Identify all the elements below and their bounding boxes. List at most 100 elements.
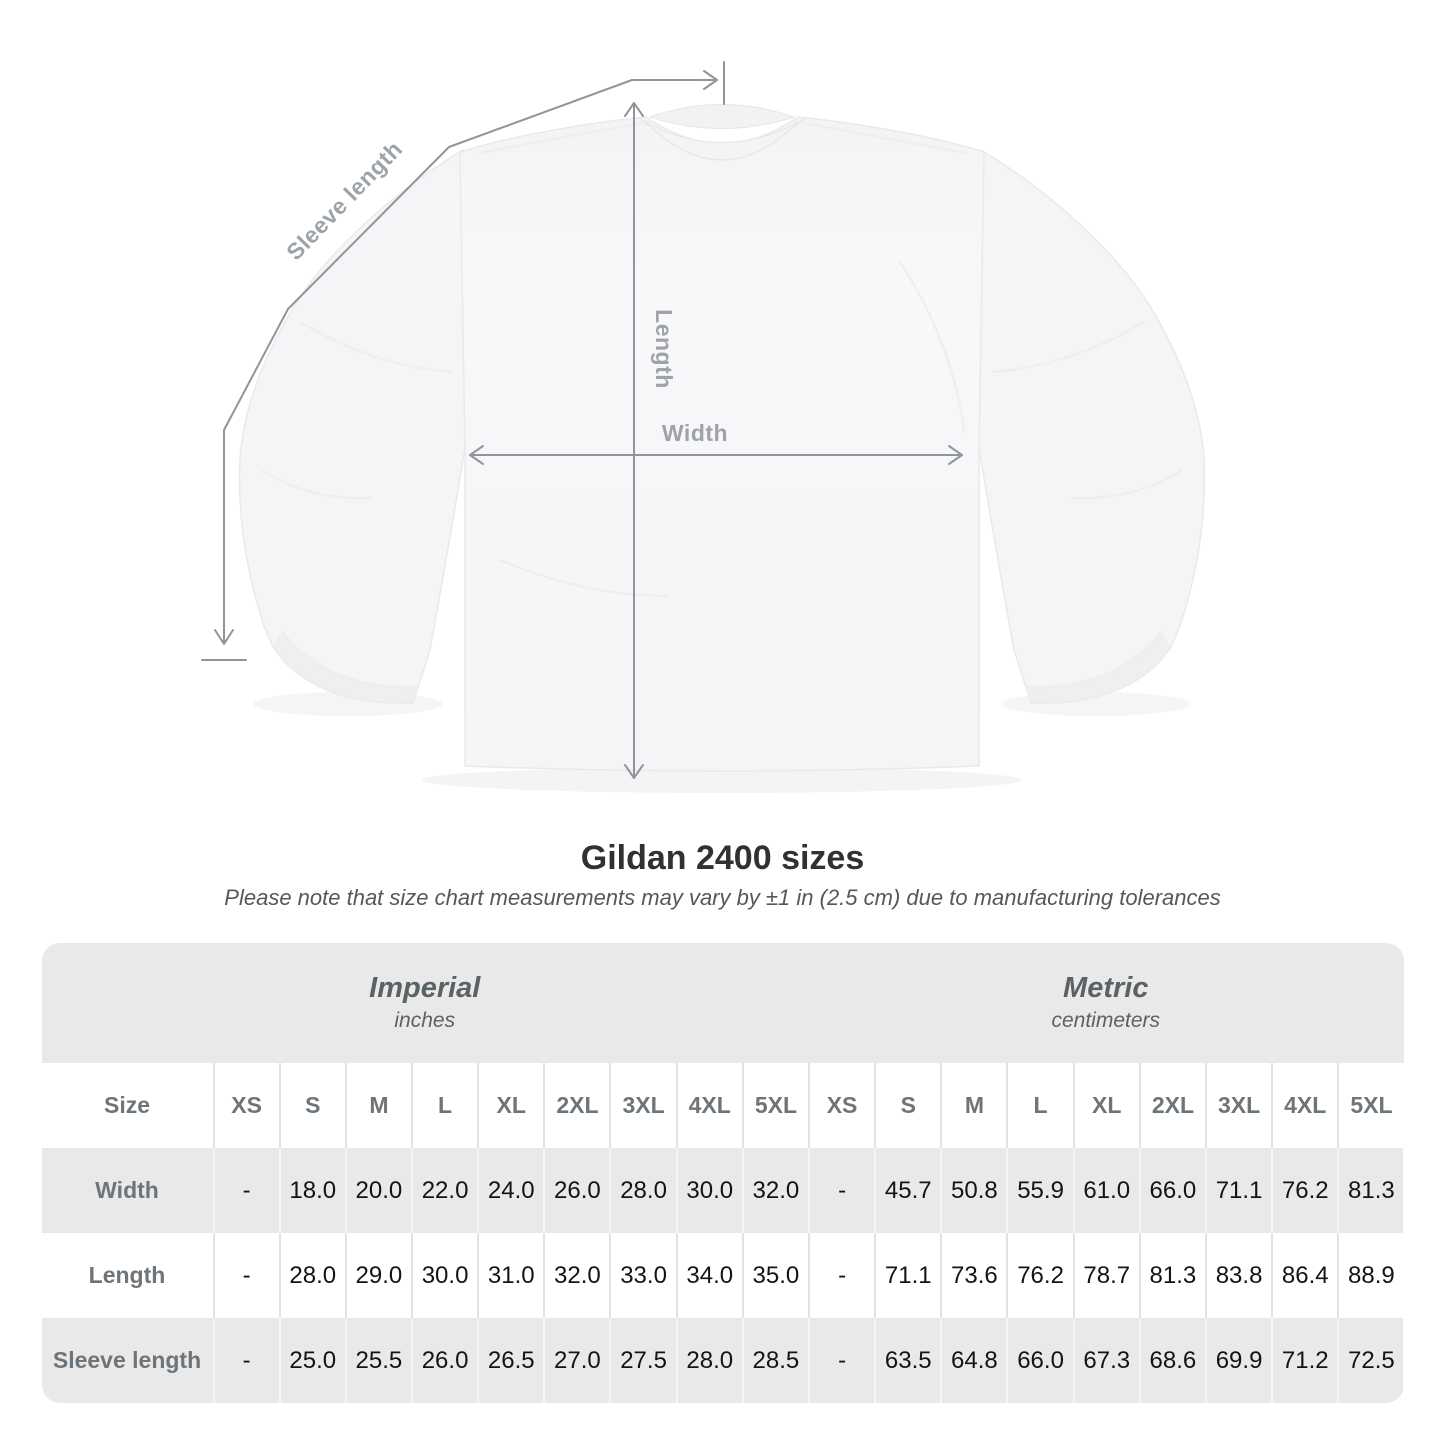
imperial-unit: inches xyxy=(394,1009,456,1032)
size-header-imperial-2XL: 2XL xyxy=(543,1063,610,1148)
width-arrow-left xyxy=(469,445,484,465)
value-cell-metric: 68.6 xyxy=(1138,1318,1205,1403)
value-cell-imperial: 28.5 xyxy=(741,1318,808,1403)
value-cell-metric: 81.3 xyxy=(1337,1148,1404,1233)
metric-unit: centimeters xyxy=(1051,1009,1161,1032)
size-header-metric-L: L xyxy=(1006,1063,1073,1148)
row-label: Width xyxy=(41,1148,213,1233)
value-cell-imperial: - xyxy=(212,1318,279,1403)
value-cell-metric: 66.0 xyxy=(1138,1148,1205,1233)
width-label: Width xyxy=(662,420,728,446)
value-cell-metric: 45.7 xyxy=(874,1148,941,1233)
value-cell-imperial: 32.0 xyxy=(543,1233,610,1318)
size-header-metric-3XL: 3XL xyxy=(1204,1063,1272,1148)
size-header-metric-5XL: 5XL xyxy=(1337,1063,1404,1148)
size-header-imperial-S: S xyxy=(278,1063,345,1148)
shirt-fold-lines xyxy=(261,119,1183,689)
size-header-imperial-L: L xyxy=(410,1063,478,1148)
sleeve-arrow-down xyxy=(214,629,234,645)
imperial-label: Imperial xyxy=(369,972,481,1004)
value-cell-metric: 63.5 xyxy=(874,1318,941,1403)
value-cell-imperial: 28.0 xyxy=(675,1318,742,1403)
value-cell-imperial: 25.0 xyxy=(278,1318,345,1403)
size-header-imperial-5XL: 5XL xyxy=(741,1063,808,1148)
value-cell-metric: 72.5 xyxy=(1337,1318,1404,1403)
value-cell-metric: 50.8 xyxy=(940,1148,1007,1233)
size-header-imperial-XL: XL xyxy=(477,1063,544,1148)
size-header-imperial-4XL: 4XL xyxy=(675,1063,742,1148)
shirt-left-sleeve xyxy=(238,149,475,704)
value-cell-imperial: 27.5 xyxy=(609,1318,676,1403)
size-header-metric-4XL: 4XL xyxy=(1271,1063,1338,1148)
value-cell-imperial: 27.0 xyxy=(543,1318,610,1403)
size-column-header: Size xyxy=(41,1063,213,1148)
metric-group-header: Metric centimeters xyxy=(808,943,1404,1063)
shirt-right-sleeve xyxy=(969,149,1206,704)
measurement-lines xyxy=(201,61,963,779)
size-table: Imperial inches Metric centimeters Size X… xyxy=(41,943,1404,1403)
tolerance-note: Please note that size chart measurements… xyxy=(224,885,1221,910)
shirt-body xyxy=(459,116,985,772)
length-arrow-up xyxy=(624,102,644,117)
width-arrow-right xyxy=(948,445,963,465)
value-cell-imperial: - xyxy=(212,1148,279,1233)
value-cell-metric: 83.8 xyxy=(1204,1233,1272,1318)
size-header-imperial-XS: XS xyxy=(212,1063,279,1148)
value-cell-metric: 88.9 xyxy=(1337,1233,1404,1318)
page-title: Gildan 2400 sizes xyxy=(580,839,865,877)
value-cell-metric: 64.8 xyxy=(940,1318,1007,1403)
size-grid: Size XS S M L XL 2XL 3XL 4XL 5XL XS S M L XL 2XL 3XL 4XL 5… xyxy=(41,1063,1404,1403)
value-cell-imperial: 33.0 xyxy=(609,1233,676,1318)
value-cell-metric: 71.1 xyxy=(1204,1148,1272,1233)
row-label: Sleeve length xyxy=(41,1318,213,1403)
value-cell-metric: - xyxy=(807,1233,875,1318)
metric-label: Metric xyxy=(1063,972,1149,1004)
value-cell-metric: 76.2 xyxy=(1271,1148,1338,1233)
length-label: Length xyxy=(651,309,677,389)
shirt-measurement-diagram: Sleeve length Length Width xyxy=(201,61,1206,793)
size-header-metric-S: S xyxy=(874,1063,941,1148)
value-cell-metric: 81.3 xyxy=(1138,1233,1205,1318)
value-cell-imperial: 29.0 xyxy=(344,1233,411,1318)
value-cell-metric: 78.7 xyxy=(1072,1233,1139,1318)
sleeve-arrow-right xyxy=(703,70,718,90)
long-sleeve-shirt-illustration xyxy=(238,104,1206,772)
value-cell-imperial: 28.0 xyxy=(278,1233,345,1318)
value-cell-metric: 67.3 xyxy=(1072,1318,1139,1403)
value-cell-metric: 66.0 xyxy=(1006,1318,1073,1403)
value-cell-imperial: 25.5 xyxy=(344,1318,411,1403)
length-arrow-down xyxy=(624,764,644,779)
value-cell-imperial: 26.5 xyxy=(477,1318,544,1403)
value-cell-metric: 86.4 xyxy=(1271,1233,1338,1318)
value-cell-imperial: 34.0 xyxy=(675,1233,742,1318)
shirt-collar-back xyxy=(649,104,795,129)
imperial-group-header: Imperial inches xyxy=(42,943,809,1063)
size-header-metric-M: M xyxy=(940,1063,1007,1148)
value-cell-imperial: 30.0 xyxy=(410,1233,478,1318)
value-cell-imperial: 20.0 xyxy=(344,1148,411,1233)
value-cell-imperial: 24.0 xyxy=(477,1148,544,1233)
value-cell-metric: 73.6 xyxy=(940,1233,1007,1318)
value-cell-metric: - xyxy=(807,1318,875,1403)
value-cell-imperial: - xyxy=(212,1233,279,1318)
value-cell-imperial: 30.0 xyxy=(675,1148,742,1233)
size-header-metric-2XL: 2XL xyxy=(1138,1063,1205,1148)
value-cell-imperial: 28.0 xyxy=(609,1148,676,1233)
value-cell-metric: - xyxy=(807,1148,875,1233)
value-cell-metric: 61.0 xyxy=(1072,1148,1139,1233)
size-header-imperial-3XL: 3XL xyxy=(609,1063,676,1148)
size-header-imperial-M: M xyxy=(344,1063,411,1148)
value-cell-imperial: 26.0 xyxy=(410,1318,478,1403)
value-cell-imperial: 22.0 xyxy=(410,1148,478,1233)
value-cell-metric: 71.2 xyxy=(1271,1318,1338,1403)
shirt-collar-band xyxy=(639,118,805,161)
sleeve-diagonal-line xyxy=(223,79,633,643)
row-label: Length xyxy=(41,1233,213,1318)
value-cell-imperial: 18.0 xyxy=(278,1148,345,1233)
value-cell-metric: 55.9 xyxy=(1006,1148,1073,1233)
value-cell-imperial: 35.0 xyxy=(741,1233,808,1318)
size-header-metric-XS: XS xyxy=(807,1063,875,1148)
value-cell-imperial: 26.0 xyxy=(543,1148,610,1233)
value-cell-imperial: 32.0 xyxy=(741,1148,808,1233)
value-cell-metric: 76.2 xyxy=(1006,1233,1073,1318)
